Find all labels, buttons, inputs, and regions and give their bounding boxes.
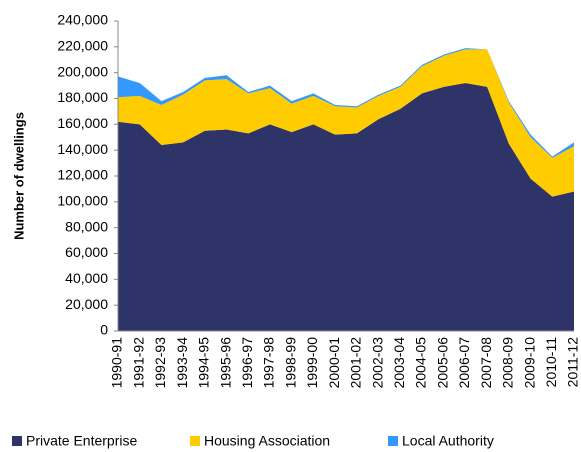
x-tick-label: 1997-98 (261, 337, 277, 389)
y-tick-label: 240,000 (57, 12, 108, 28)
x-tick-label: 2004-05 (413, 337, 429, 389)
x-tick-label: 2009-10 (521, 337, 537, 389)
x-tick-label: 1993-94 (174, 337, 190, 389)
x-tick-label: 1999-00 (304, 337, 320, 389)
legend-label: Private Enterprise (26, 433, 137, 449)
x-tick-label: 2000-01 (326, 337, 342, 389)
x-tick-label: 1992-93 (152, 337, 168, 389)
area (118, 83, 574, 331)
y-axis-label: Number of dwellings (11, 112, 26, 240)
legend-swatch (388, 436, 398, 446)
y-tick-label: 180,000 (57, 89, 108, 105)
x-tick-label: 2002-03 (369, 337, 385, 389)
x-tick-label: 2011-12 (565, 337, 581, 388)
legend-swatch (12, 436, 22, 446)
x-tick-label: 1994-95 (196, 337, 212, 389)
y-tick-label: 120,000 (57, 167, 108, 183)
y-tick-label: 40,000 (65, 270, 108, 286)
x-tick-label: 2001-02 (348, 337, 364, 389)
x-tick-label: 1996-97 (239, 337, 255, 389)
x-tick-label: 2010-11 (543, 337, 559, 388)
y-tick-label: 60,000 (65, 244, 108, 260)
y-tick-label: 20,000 (65, 296, 108, 312)
legend-label: Local Authority (402, 433, 494, 449)
y-tick-label: 80,000 (65, 218, 108, 234)
x-tick-label: 2003-04 (391, 337, 407, 389)
x-tick-label: 1998-99 (282, 337, 298, 389)
y-tick-label: 140,000 (57, 141, 108, 157)
y-tick-label: 220,000 (57, 38, 108, 54)
x-tick-label: 2008-09 (500, 337, 516, 389)
y-tick-label: 200,000 (57, 63, 108, 79)
x-tick-label: 1991-92 (130, 337, 146, 389)
area (118, 49, 574, 197)
x-tick-label: 2007-08 (478, 337, 494, 389)
y-tick-label: 100,000 (57, 193, 108, 209)
y-tick-label: 160,000 (57, 115, 108, 131)
legend-swatch (190, 436, 200, 446)
x-tick-label: 2006-07 (456, 337, 472, 389)
y-tick-label: 0 (100, 322, 108, 338)
x-tick-label: 1990-91 (109, 337, 125, 389)
x-tick-label: 2005-06 (434, 337, 450, 389)
x-tick-label: 1995-96 (217, 337, 233, 389)
legend-label: Housing Association (204, 433, 330, 449)
